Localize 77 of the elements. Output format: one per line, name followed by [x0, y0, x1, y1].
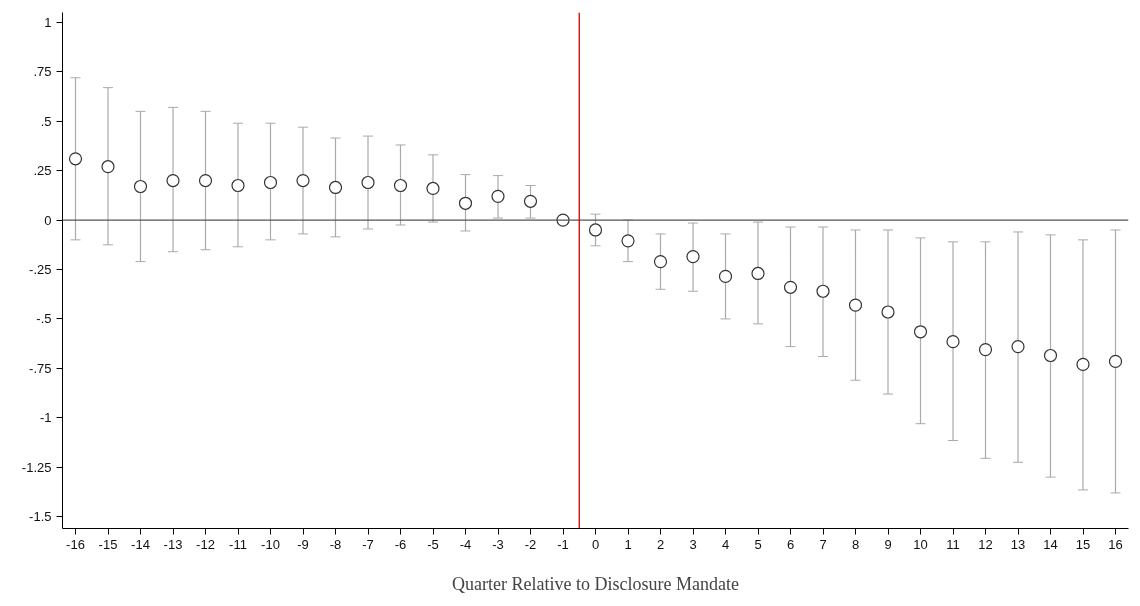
- point: [231, 178, 245, 193]
- point: [1076, 357, 1090, 371]
- x-tick-label: -5: [427, 536, 439, 552]
- y-tick-label: -.5: [36, 311, 52, 327]
- point: [783, 280, 798, 294]
- x-tick-label: -3: [492, 536, 504, 552]
- x-tick-label: 13: [1010, 536, 1026, 552]
- x-tick-label: 10: [913, 536, 928, 552]
- point: [198, 173, 213, 188]
- x-tick-label: 2: [656, 536, 665, 552]
- x-tick-label: -11: [229, 536, 247, 552]
- x-tick-label: -4: [459, 536, 472, 552]
- point: [328, 180, 343, 195]
- point: [491, 189, 505, 203]
- point: [458, 196, 473, 210]
- point: [913, 325, 928, 339]
- x-tick-label: 11: [946, 536, 960, 552]
- x-tick-label: -15: [98, 536, 118, 552]
- point: [978, 342, 993, 357]
- x-tick-label: -8: [329, 536, 342, 552]
- point: [426, 181, 440, 196]
- point: [166, 173, 180, 188]
- x-tick-label: -6: [394, 536, 407, 552]
- x-tick-label: -1: [557, 536, 569, 552]
- point: [718, 269, 733, 284]
- x-tick-label: 8: [851, 536, 860, 552]
- point: [946, 335, 960, 349]
- point: [686, 250, 700, 264]
- y-tick-label: -1.5: [29, 509, 52, 525]
- x-tick-label: 9: [884, 536, 892, 552]
- x-tick-label: -7: [362, 536, 374, 552]
- point: [1043, 348, 1058, 363]
- point: [881, 305, 895, 319]
- y-tick-label: .5: [40, 113, 52, 129]
- x-tick-label: 7: [819, 536, 827, 552]
- x-tick-label: 1: [624, 536, 632, 552]
- x-tick-label: -9: [297, 536, 309, 552]
- point: [133, 179, 148, 194]
- x-tick-label: -13: [163, 536, 183, 552]
- point: [751, 266, 765, 281]
- point: [621, 234, 635, 248]
- y-tick-label: 0: [44, 212, 52, 228]
- y-tick-label: -.75: [29, 360, 52, 376]
- x-tick-label: 12: [978, 536, 993, 552]
- x-tick-label: 5: [754, 536, 762, 552]
- point: [523, 194, 538, 208]
- point: [653, 255, 668, 269]
- point: [588, 223, 603, 237]
- x-tick-label: 15: [1075, 536, 1091, 552]
- y-tick-label: .25: [33, 163, 52, 179]
- point: [1011, 340, 1025, 354]
- point: [101, 160, 115, 174]
- x-axis-title: Quarter Relative to Disclosure Mandate: [452, 573, 739, 594]
- y-tick-label: -1: [39, 410, 52, 426]
- point: [361, 175, 375, 190]
- y-tick-label: 1: [44, 14, 52, 30]
- x-tick-label: -16: [66, 536, 85, 552]
- x-tick-label: -2: [524, 536, 537, 552]
- point: [296, 173, 310, 188]
- x-tick-label: 3: [689, 536, 697, 552]
- point: [68, 152, 83, 166]
- x-tick-label: -12: [196, 536, 215, 552]
- x-tick-label: 0: [591, 536, 600, 552]
- y-tick-label: .75: [33, 64, 52, 80]
- point: [263, 175, 278, 190]
- y-tick-label: -1.25: [21, 459, 52, 475]
- x-tick-label: -14: [131, 536, 150, 552]
- point: [1108, 354, 1123, 369]
- point: [393, 178, 408, 193]
- point: [816, 284, 830, 298]
- x-tick-label: -10: [261, 536, 280, 552]
- x-tick-label: 4: [721, 536, 730, 552]
- x-tick-label: 16: [1108, 536, 1123, 552]
- y-tick-label: -.25: [29, 262, 52, 278]
- point: [848, 298, 863, 312]
- x-tick-label: 14: [1043, 536, 1058, 552]
- x-tick-label: 6: [786, 536, 795, 552]
